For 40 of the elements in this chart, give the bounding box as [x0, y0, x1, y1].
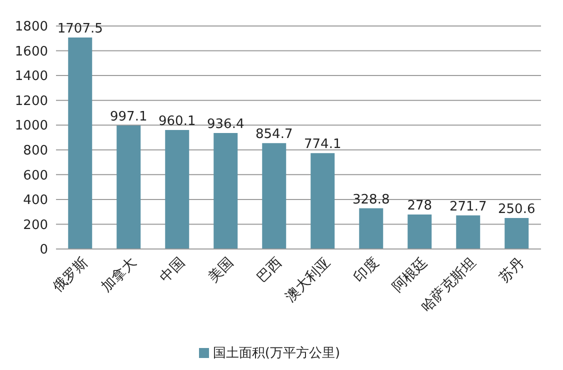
x-tick-label: 澳大利亚 — [282, 254, 334, 306]
x-tick-label: 俄罗斯 — [50, 254, 92, 296]
data-label: 328.8 — [352, 192, 390, 208]
y-tick-label: 200 — [23, 218, 48, 233]
bar — [68, 37, 92, 249]
y-tick-label: 1600 — [14, 44, 48, 60]
bar — [408, 214, 432, 249]
data-label: 936.4 — [207, 116, 244, 132]
x-tick-label: 印度 — [350, 254, 382, 286]
x-tick-label: 中国 — [156, 254, 188, 286]
bar — [165, 130, 190, 249]
y-tick-label: 600 — [23, 168, 48, 184]
bar — [456, 215, 480, 249]
y-tick-label: 1200 — [14, 94, 48, 109]
bar — [504, 218, 529, 249]
y-tick-label: 1000 — [14, 118, 48, 134]
y-tick-label: 400 — [23, 193, 48, 208]
data-label: 250.6 — [498, 202, 536, 217]
data-label: 854.7 — [256, 127, 293, 142]
y-tick-label: 1800 — [14, 20, 48, 35]
x-tick-label: 苏丹 — [496, 254, 528, 286]
bar — [116, 125, 141, 249]
data-label: 960.1 — [158, 114, 196, 130]
data-label: 997.1 — [110, 109, 148, 124]
data-label: 271.7 — [450, 199, 487, 214]
legend-label: 国土面积(万平方公里) — [212, 346, 340, 361]
bar — [214, 132, 238, 249]
x-tick-label: 加拿大 — [98, 254, 140, 296]
y-tick-label: 1400 — [14, 69, 48, 84]
data-label: 278 — [407, 198, 432, 214]
data-label: 774.1 — [304, 137, 342, 152]
y-tick-label: 0 — [40, 242, 48, 258]
y-tick-label: 800 — [23, 144, 48, 159]
bar — [262, 143, 286, 249]
x-tick-label: 美国 — [205, 254, 237, 286]
bar — [310, 153, 335, 249]
x-tick-label: 阿根廷 — [390, 254, 431, 296]
bar — [359, 208, 384, 249]
data-label: 1707.5 — [57, 21, 103, 36]
x-tick-label: 巴西 — [254, 254, 286, 286]
